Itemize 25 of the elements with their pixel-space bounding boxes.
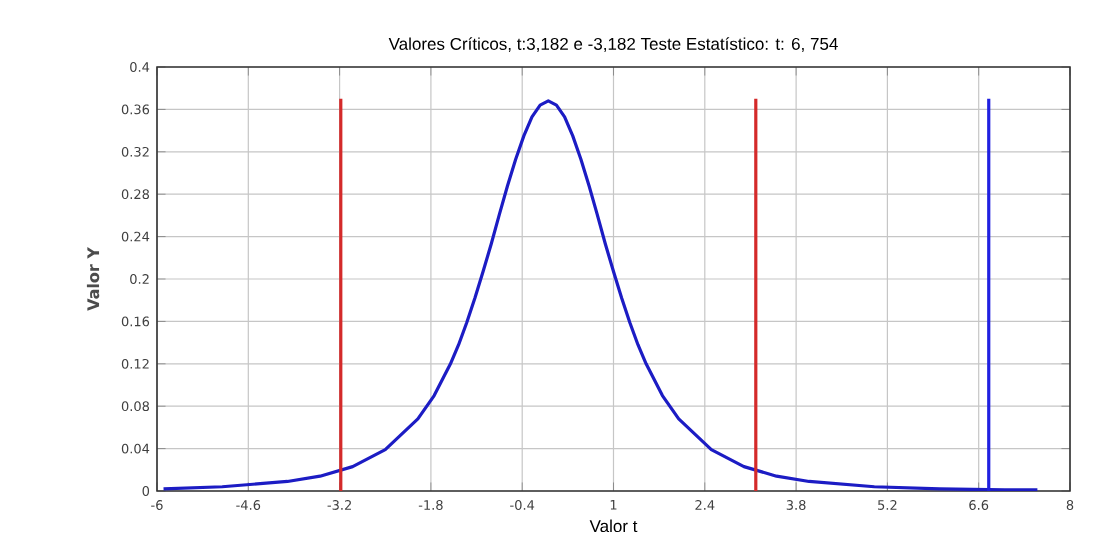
x-tick-label: -6 xyxy=(151,500,163,510)
y-tick-label: 0.08 xyxy=(121,401,150,412)
y-tick-label: 0.36 xyxy=(121,104,150,115)
x-tick-label: 5.2 xyxy=(878,500,897,510)
y-tick-label: 0 xyxy=(142,486,150,496)
y-tick-label: 0.4 xyxy=(130,62,150,72)
chart-title: Valores Críticos, t:3,182 e -3,182 Teste Estatístico: t: 6, 754 xyxy=(388,37,838,52)
y-tick-label: 0.24 xyxy=(121,231,150,242)
x-tick-label: -0.4 xyxy=(510,500,535,510)
x-tick-label: 6.6 xyxy=(969,500,989,510)
x-tick-label: -3.2 xyxy=(327,500,351,510)
y-tick-label: 0.28 xyxy=(121,189,150,200)
x-tick-label: 8 xyxy=(1066,500,1074,510)
y-tick-label: 0.2 xyxy=(130,274,149,284)
x-axis-title: Valor t xyxy=(589,519,638,533)
y-tick-label: 0.12 xyxy=(121,358,149,369)
x-tick-label: 3.8 xyxy=(786,500,806,510)
x-tick-label: 1 xyxy=(610,500,617,510)
x-tick-label: -4.6 xyxy=(236,500,261,510)
y-axis-title: Valor Y xyxy=(86,246,100,311)
y-tick-label: 0.04 xyxy=(121,443,150,454)
x-tick-label: -1.8 xyxy=(418,500,443,510)
y-tick-label: 0.32 xyxy=(121,146,149,157)
x-tick-label: 2.4 xyxy=(695,500,715,510)
y-tick-label: 0.16 xyxy=(121,316,150,327)
